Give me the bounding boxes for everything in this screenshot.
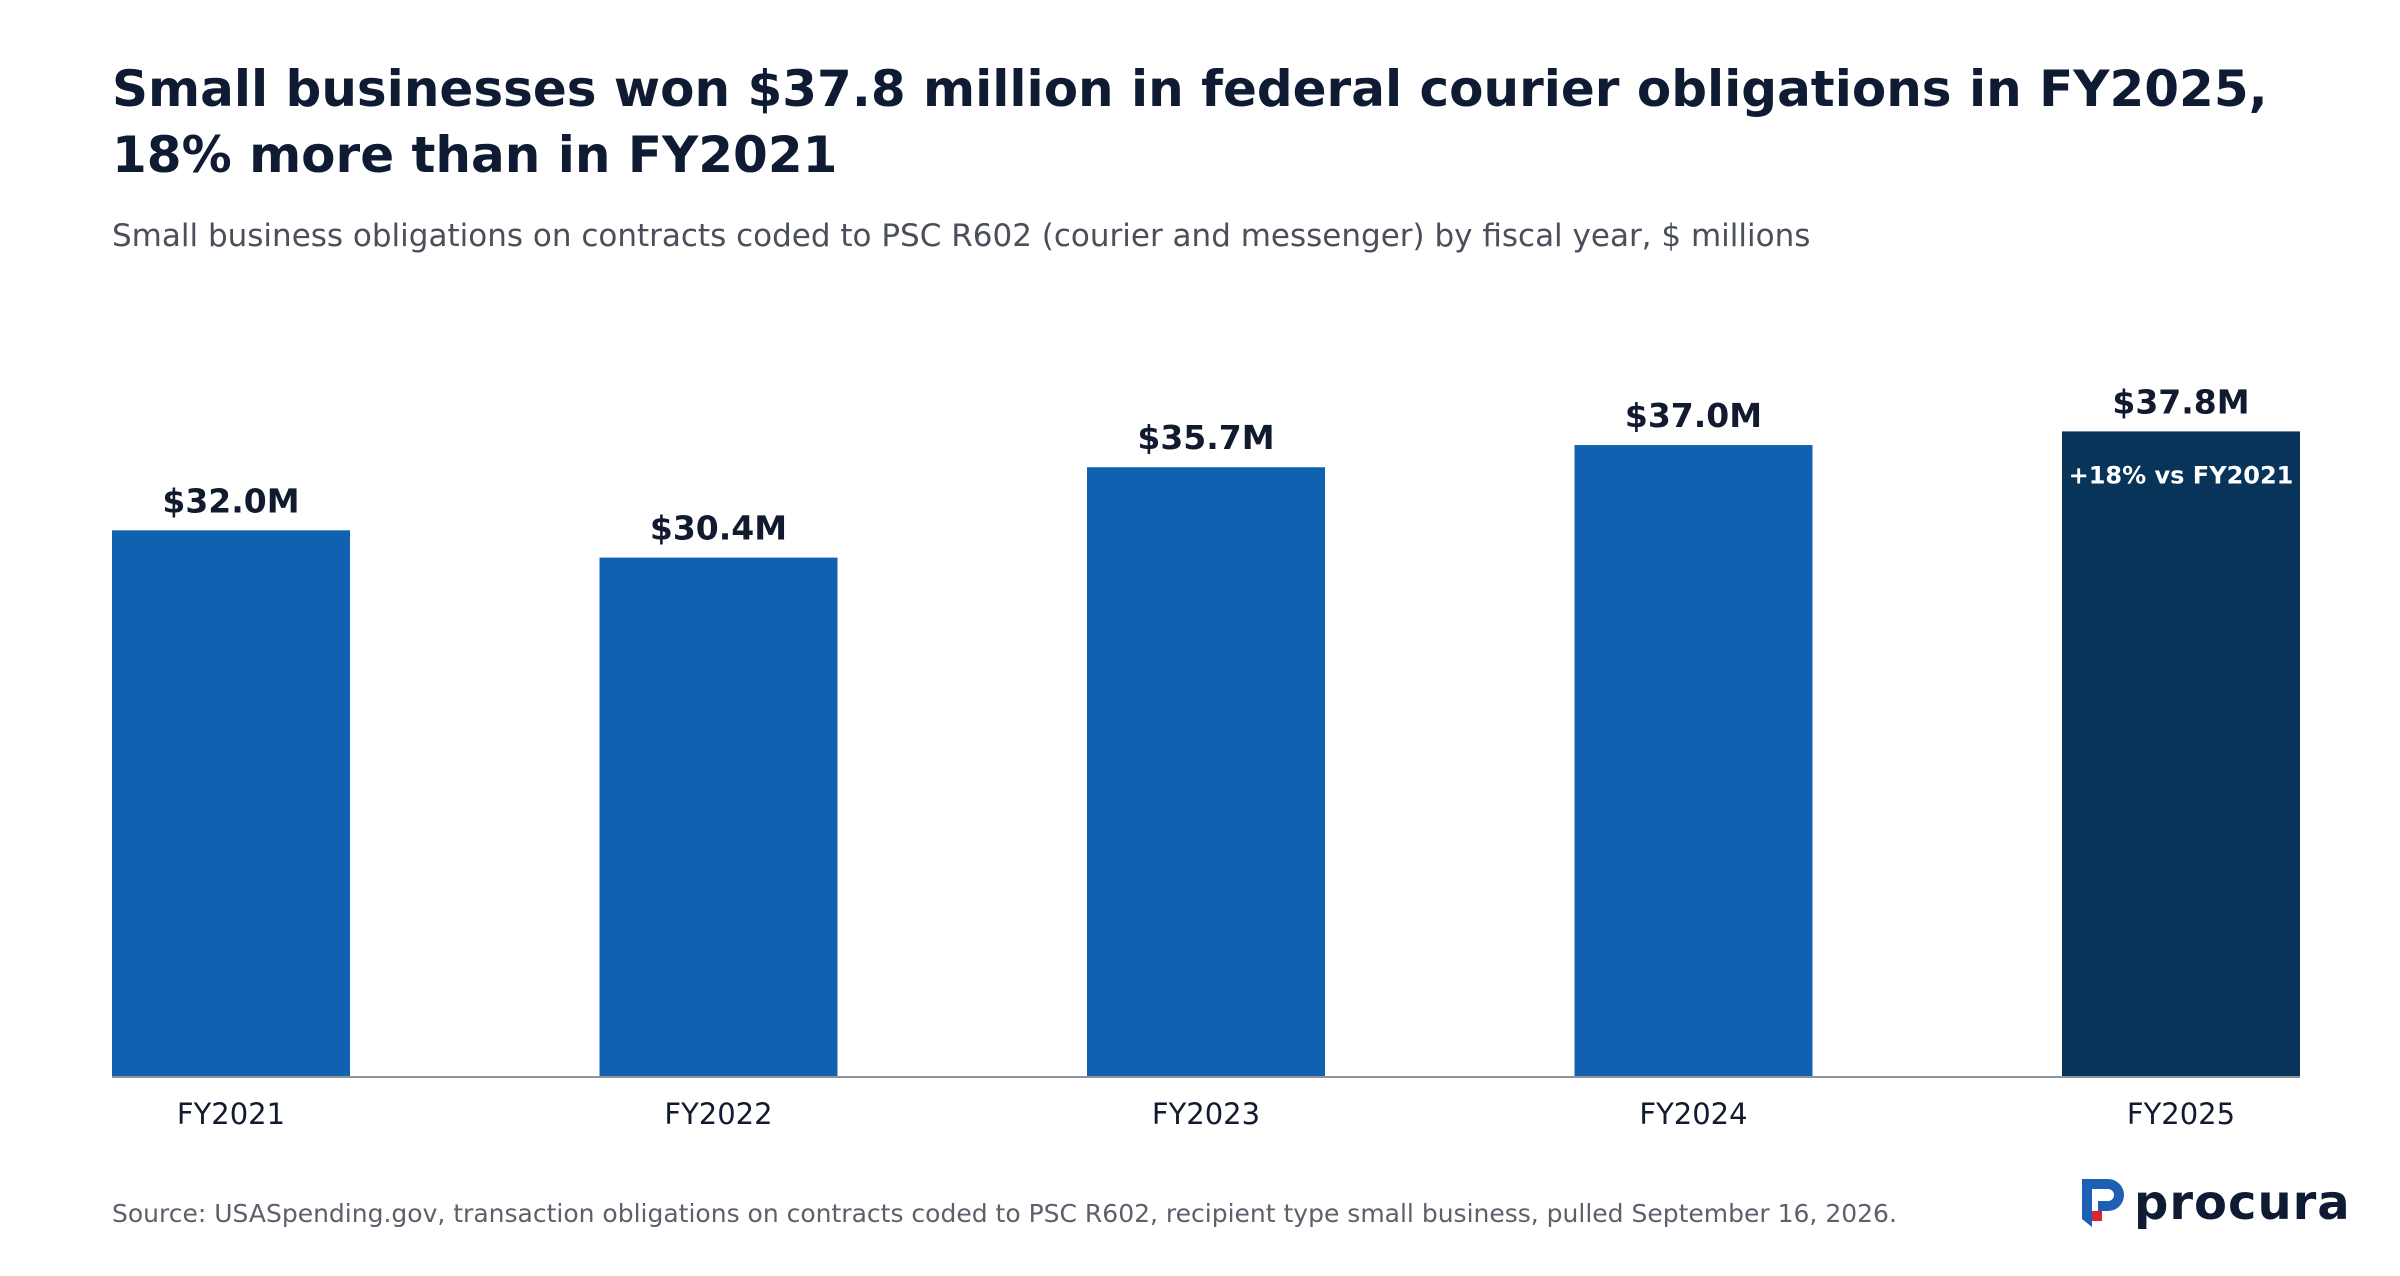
procura-logo: procura: [2078, 1173, 2351, 1233]
data-label-fy2021: $32.0M: [162, 481, 299, 520]
x-tick-label-fy2022: FY2022: [664, 1097, 772, 1131]
bar-fy2021: [112, 530, 350, 1076]
bar-fy2025: [2062, 431, 2300, 1076]
x-tick-label-fy2025: FY2025: [2127, 1097, 2235, 1131]
logo-wordmark: procura: [2134, 1175, 2351, 1231]
procura-logo-icon: [2082, 1179, 2124, 1227]
bar-fy2024: [1574, 445, 1813, 1077]
chart-subtitle: Small business obligations on contracts …: [112, 218, 1811, 254]
x-tick-label-fy2021: FY2021: [177, 1097, 285, 1131]
bar-fy2022: [599, 557, 838, 1076]
bar-fy2023: [1087, 467, 1325, 1076]
x-tick-label-fy2024: FY2024: [1639, 1097, 1747, 1131]
data-label-fy2023: $35.7M: [1137, 418, 1274, 457]
x-tick-label-fy2023: FY2023: [1152, 1097, 1260, 1131]
data-label-fy2022: $30.4M: [650, 509, 787, 548]
source-note: Source: USASpending.gov, transaction obl…: [112, 1199, 1897, 1228]
data-label-fy2025: $37.8M: [2112, 382, 2249, 421]
highlight-annotation: +18% vs FY2021: [2069, 461, 2294, 489]
chart-title: Small businesses won $37.8 million in fe…: [112, 60, 2268, 184]
data-label-fy2024: $37.0M: [1625, 396, 1762, 435]
